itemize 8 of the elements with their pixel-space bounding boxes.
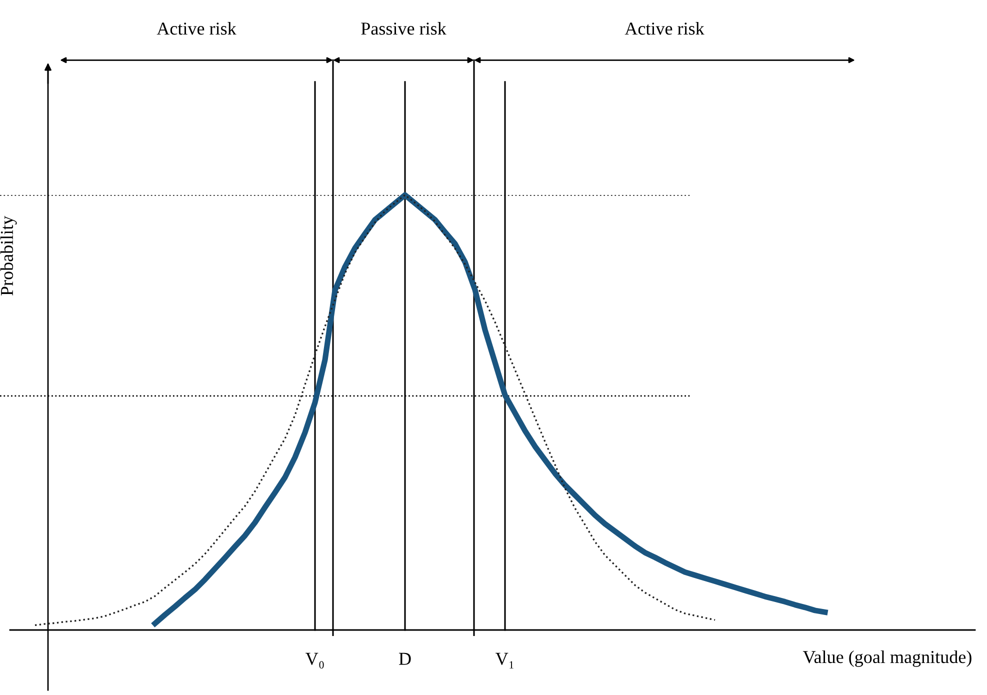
x-axis-title: Value (goal magnitude) [802,650,972,667]
x-tick-label: V₁ [496,652,514,668]
text: Active risk [156,22,236,35]
x-tick-label: D [399,652,411,665]
text: Active risk [624,22,704,35]
y-axis-title: Probability [0,216,17,296]
text: Passive risk [361,22,446,35]
x-tick-label: V₀ [306,652,324,668]
